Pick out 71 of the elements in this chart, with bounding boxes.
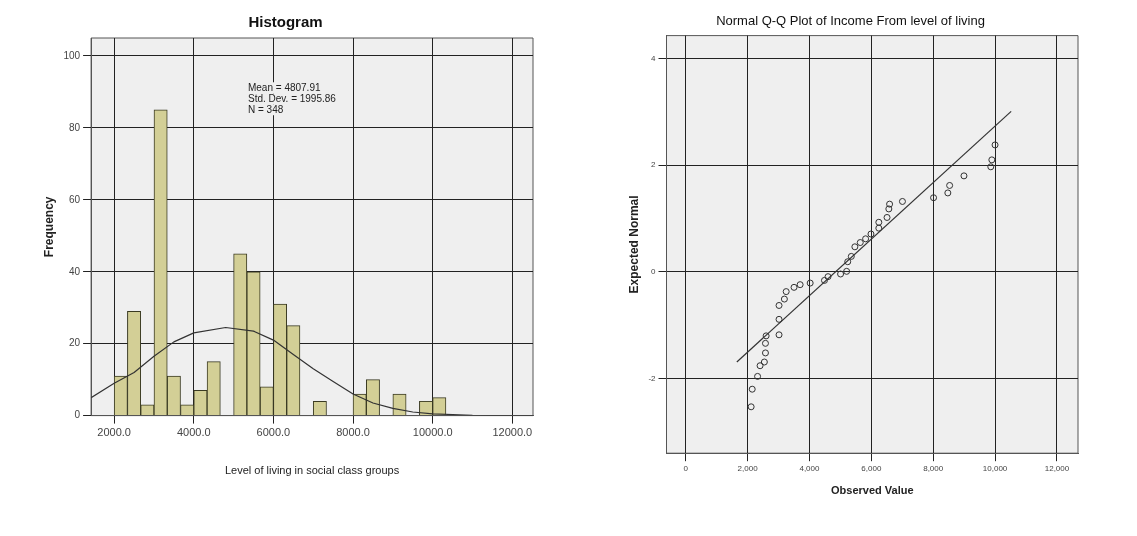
y-tick-label: -2: [648, 373, 657, 383]
x-tick-label: 6000.0: [256, 426, 291, 439]
point: [820, 276, 828, 284]
x-tick-label: 2000.0: [97, 426, 131, 439]
x-tick-label: 8000.0: [336, 426, 370, 439]
point: [856, 239, 864, 247]
point: [748, 385, 756, 393]
point: [747, 403, 755, 411]
y-tick-label: 60: [68, 193, 81, 205]
y-tick-label: 0: [74, 409, 81, 421]
x-tick-label: 6,000: [861, 464, 882, 474]
point: [944, 189, 952, 197]
point: [988, 156, 996, 164]
point: [847, 252, 855, 260]
y-tick-label: 0: [651, 267, 657, 277]
annotation: Std. Dev. = 1995.86: [247, 93, 337, 105]
y-tick-label: 100: [63, 49, 81, 61]
x-axis-title: Observed Value: [830, 484, 914, 497]
point: [760, 358, 768, 366]
point: [987, 163, 995, 171]
point: [762, 332, 770, 340]
point: [862, 235, 870, 243]
point: [930, 194, 938, 202]
y-tick-label: 20: [68, 337, 81, 349]
point: [756, 362, 764, 370]
y-axis-title: Frequency: [41, 196, 56, 258]
point: [754, 372, 762, 380]
point: [991, 141, 999, 149]
point: [806, 279, 814, 287]
point: [782, 288, 790, 296]
x-tick-label: 4,000: [799, 464, 821, 474]
x-tick-label: 0: [683, 464, 689, 474]
y-tick-label: 80: [68, 121, 81, 133]
x-tick-label: 8,000: [923, 464, 944, 474]
point: [775, 315, 783, 323]
x-tick-label: 2,000: [737, 464, 759, 474]
y-tick-label: 4: [651, 53, 657, 63]
point: [851, 243, 859, 251]
x-tick-label: 12,000: [1044, 464, 1070, 474]
x-tick-label: 4000.0: [176, 426, 211, 439]
annotation: Mean = 4807.91: [247, 82, 321, 94]
point: [837, 270, 845, 278]
point: [775, 331, 783, 339]
y-tick-label: 40: [68, 265, 81, 277]
point: [885, 205, 893, 213]
point: [761, 349, 769, 357]
point: [761, 339, 769, 347]
point: [898, 197, 906, 205]
x-tick-label: 10,000: [982, 464, 1008, 474]
x-tick-label: 10000.0: [412, 426, 453, 439]
point: [843, 267, 851, 275]
point: [946, 181, 954, 189]
point: [780, 295, 788, 303]
annotation: N = 348: [247, 104, 284, 116]
point: [867, 230, 875, 238]
chart-title: Normal Q-Q Plot of Income From level of living: [716, 13, 985, 29]
point: [844, 258, 852, 266]
y-tick-label: 2: [651, 160, 657, 170]
x-axis-title: Level of living in social class groups: [224, 464, 400, 477]
point: [796, 281, 804, 289]
point: [883, 213, 891, 221]
point: [824, 273, 832, 281]
point: [886, 200, 894, 208]
chart-title: Histogram: [248, 13, 323, 31]
point: [790, 283, 798, 291]
x-tick-label: 12000.0: [492, 426, 533, 439]
point: [875, 218, 883, 226]
point: [775, 301, 783, 309]
y-axis-title: Expected Normal: [626, 195, 641, 294]
point: [960, 172, 968, 180]
point: [875, 224, 883, 232]
